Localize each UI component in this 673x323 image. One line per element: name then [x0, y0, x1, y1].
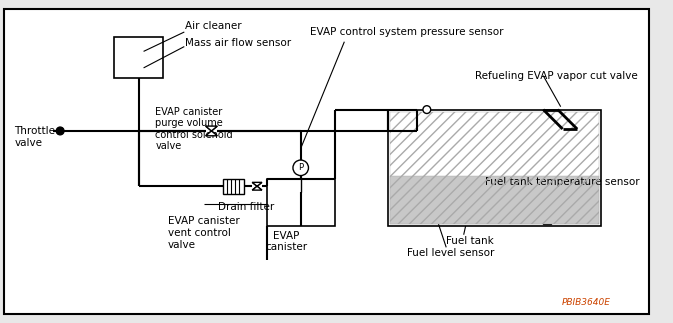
- Bar: [543, 216, 551, 224]
- Bar: [390, 176, 600, 224]
- Text: Refueling EVAP vapor cut valve: Refueling EVAP vapor cut valve: [475, 71, 638, 81]
- Text: Fuel level sensor: Fuel level sensor: [407, 248, 495, 258]
- Bar: [267, 180, 334, 226]
- Text: EVAP
canister: EVAP canister: [265, 231, 308, 253]
- Text: PBIB3640E: PBIB3640E: [562, 297, 611, 307]
- Text: EVAP canister
purge volume
control solenoid
valve: EVAP canister purge volume control solen…: [155, 107, 233, 151]
- Text: Throttle
valve: Throttle valve: [15, 126, 56, 148]
- Polygon shape: [206, 126, 217, 136]
- Text: EVAP control system pressure sensor: EVAP control system pressure sensor: [310, 27, 504, 37]
- Bar: [388, 109, 602, 226]
- Bar: [223, 180, 244, 194]
- Circle shape: [293, 160, 308, 176]
- Text: Drain filter: Drain filter: [218, 202, 275, 212]
- Bar: [114, 37, 163, 78]
- Bar: [390, 111, 600, 224]
- Circle shape: [57, 127, 64, 135]
- Circle shape: [423, 106, 431, 113]
- Polygon shape: [252, 182, 262, 190]
- Text: Air cleaner: Air cleaner: [185, 21, 242, 31]
- Text: Mass air flow sensor: Mass air flow sensor: [185, 38, 291, 48]
- Text: P: P: [298, 163, 304, 172]
- Text: EVAP canister
vent control
valve: EVAP canister vent control valve: [168, 216, 240, 249]
- Bar: [390, 176, 600, 224]
- Text: Fuel tank: Fuel tank: [446, 236, 494, 246]
- Text: Fuel tank temperature sensor: Fuel tank temperature sensor: [485, 177, 639, 187]
